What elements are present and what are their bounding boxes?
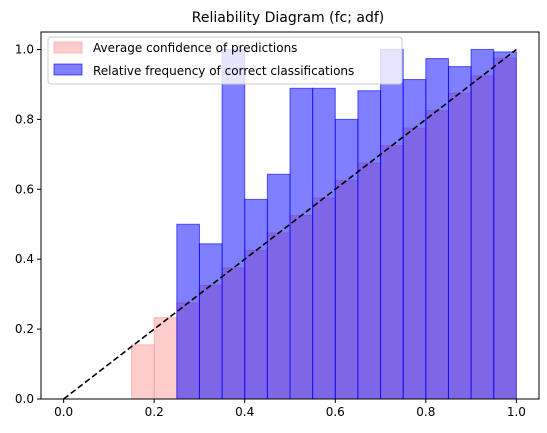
x-tick-label: 0.2 (145, 405, 164, 419)
legend: Average confidence of predictions Relati… (47, 36, 403, 85)
y-tick-label: 0.4 (15, 252, 34, 266)
plot-frame (40, 31, 540, 400)
x-tick-label: 0.6 (326, 405, 345, 419)
y-tick-label: 0.2 (15, 322, 34, 336)
y-tick-label: 0.6 (15, 182, 34, 196)
frequency-bar (312, 87, 336, 400)
confidence-bar (153, 317, 178, 400)
frequency-bars (176, 48, 517, 400)
y-tick-label: 0.8 (15, 112, 34, 126)
chart-title: Reliability Diagram (fc; adf) (192, 10, 385, 26)
frequency-bar (198, 243, 223, 400)
x-tick-label: 0.8 (416, 405, 435, 419)
confidence-bar (131, 344, 155, 400)
legend-swatch-frequency (53, 63, 83, 76)
legend-label-confidence: Average confidence of predictions (93, 41, 297, 55)
frequency-bar (289, 87, 314, 400)
legend-swatch-confidence (53, 41, 83, 54)
diagonal-reference-line (63, 48, 517, 400)
frequency-bar (266, 173, 291, 400)
frequency-bar (380, 48, 404, 400)
frequency-bar (221, 48, 246, 400)
legend-label-frequency: Relative frequency of correct classifica… (93, 64, 354, 78)
legend-box (47, 36, 403, 85)
y-tick-label: 0.0 (15, 392, 34, 406)
frequency-bar (176, 223, 200, 400)
x-tick-label: 0.4 (235, 405, 254, 419)
y-tick-label: 1.0 (15, 42, 34, 56)
x-tick-label: 1.0 (507, 405, 526, 419)
frequency-bar (334, 118, 359, 400)
frequency-bar (357, 90, 382, 400)
frequency-bar (470, 48, 495, 400)
frequency-bar (447, 66, 472, 400)
frequency-bar (425, 58, 449, 400)
frequency-bar (244, 198, 268, 400)
x-tick-label: 0.0 (54, 405, 73, 419)
x-axis-ticks: 0.0 0.2 0.4 0.6 0.8 1.0 (54, 399, 526, 419)
y-axis-ticks: 0.0 0.2 0.4 0.6 0.8 1.0 (15, 42, 41, 406)
frequency-bar (493, 51, 517, 400)
